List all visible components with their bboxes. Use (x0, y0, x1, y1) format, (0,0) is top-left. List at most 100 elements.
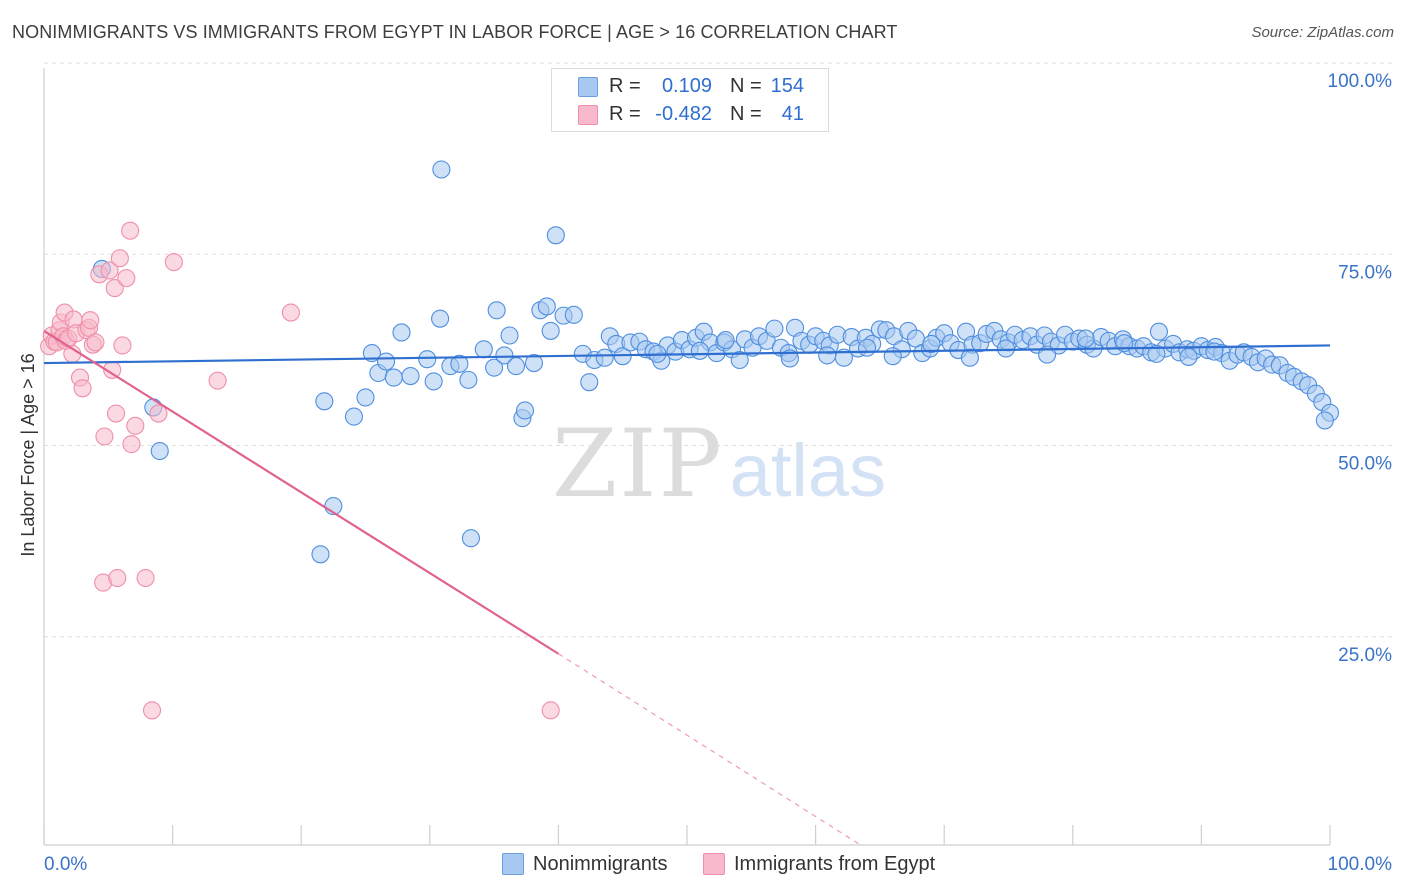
nonimmigrant-point (730, 350, 749, 370)
nonimmigrant-point (356, 388, 375, 407)
nonimmigrant-point (595, 348, 614, 367)
immigrant-egypt-point (208, 371, 227, 390)
stats-n-value: 154 (770, 75, 804, 97)
immigrant-egypt-point (122, 435, 141, 454)
nonimmigrants-trend-line (43, 344, 1331, 365)
stats-row-immigrants-egypt: R = -0.482 N = 41 (552, 100, 828, 128)
immigrant-egypt-point (142, 701, 162, 720)
nonimmigrant-point (780, 349, 799, 368)
nonimmigrant-point (580, 373, 599, 392)
nonimmigrant-point (344, 407, 363, 426)
y-tick-label: 75.0% (1338, 262, 1392, 283)
immigrant-egypt-point (110, 249, 129, 268)
nonimmigrant-point (500, 326, 519, 345)
axis-labels: 25.0% 50.0% 75.0% 100.0% 0.0% 100.0% In Labor … (18, 71, 1392, 875)
nonimmigrant-point (716, 331, 735, 350)
nonimmigrant-point (459, 370, 478, 389)
stats-r-value: 0.109 (661, 75, 712, 97)
immigrant-egypt-point (106, 404, 126, 423)
nonimmigrant-point (524, 353, 544, 373)
y-tick-label: 50.0% (1338, 454, 1392, 475)
nonimmigrant-point (857, 338, 877, 357)
nonimmigrant-point (546, 226, 565, 245)
nonimmigrant-point (765, 319, 784, 338)
nonimmigrant-point (1315, 411, 1334, 430)
nonimmigrant-point (384, 368, 403, 387)
stats-r-label: R = (609, 103, 641, 125)
nonimmigrant-point (883, 347, 902, 366)
nonimmigrant-point (1179, 347, 1198, 366)
stats-swatch-nonimmigrants (578, 77, 598, 97)
immigrant-egypt-point (95, 427, 114, 446)
nonimmigrant-point (461, 529, 481, 548)
nonimmigrant-point (315, 392, 334, 411)
chart-title: NONIMMIGRANTS VS IMMIGRANTS FROM EGYPT I… (12, 22, 898, 42)
nonimmigrant-point (495, 346, 514, 365)
nonimmigrant-point (311, 545, 330, 564)
nonimmigrant-point (474, 340, 493, 359)
axes (43, 68, 1331, 846)
y-tick-label: 25.0% (1338, 645, 1392, 666)
legend-swatch-immigrants-egypt (703, 853, 725, 875)
immigrant-egypt-point (100, 261, 119, 280)
stats-n-label: N = (730, 75, 762, 97)
y-axis-label: In Labor Force | Age > 16 (18, 353, 38, 556)
immigrant-egypt-point (136, 568, 155, 588)
immigrant-egypt-point (541, 701, 560, 720)
stats-r-label: R = (609, 75, 641, 97)
immigrant-egypt-point (149, 404, 168, 423)
watermark: ZIPatlas (552, 410, 886, 519)
immigrants-egypt-trend-extension (558, 653, 861, 846)
nonimmigrant-point (1076, 329, 1095, 348)
immigrant-egypt-point (126, 416, 145, 435)
legend-swatch-nonimmigrants (502, 853, 524, 875)
immigrant-egypt-point (108, 568, 127, 588)
immigrant-egypt-point (113, 336, 132, 355)
nonimmigrant-point (362, 344, 381, 363)
x-tick-label: 0.0% (44, 854, 87, 875)
legend-label-immigrants-egypt: Immigrants from Egypt (734, 853, 936, 875)
nonimmigrant-point (515, 401, 535, 420)
stats-n-label: N = (730, 103, 762, 125)
immigrant-egypt-point (117, 269, 136, 288)
nonimmigrant-point (1205, 342, 1224, 361)
nonimmigrant-point (401, 367, 420, 386)
immigrant-egypt-point (73, 379, 92, 398)
nonimmigrant-point (541, 321, 560, 340)
legend: Nonimmigrants Immigrants from Egypt (0, 850, 1406, 878)
chart-source: Source: ZipAtlas.com (1251, 24, 1394, 41)
stats-box: R = 0.109 N = 154 R = -0.482 N = 41 (551, 68, 829, 132)
nonimmigrant-point (506, 357, 526, 376)
nonimmigrant-point (1147, 344, 1166, 363)
legend-label-nonimmigrants: Nonimmigrants (533, 853, 668, 875)
nonimmigrant-point (1149, 322, 1169, 341)
y-tick-label: 100.0% (1328, 71, 1393, 92)
grid (44, 62, 1392, 638)
nonimmigrant-point (392, 323, 411, 342)
nonimmigrant-point (960, 348, 979, 367)
stats-swatch-immigrants-egypt (578, 105, 598, 125)
immigrant-egypt-point (164, 253, 183, 272)
watermark-zip: ZIP (552, 410, 724, 519)
nonimmigrant-point (537, 297, 556, 316)
immigrant-egypt-point (105, 279, 124, 298)
nonimmigrant-point (996, 339, 1015, 358)
nonimmigrants-points (92, 160, 1340, 564)
nonimmigrant-point (150, 441, 169, 461)
nonimmigrant-point (818, 346, 837, 365)
nonimmigrant-point (432, 160, 451, 179)
trend-lines (43, 329, 1331, 846)
stats-r-value: -0.482 (655, 103, 712, 125)
nonimmigrant-point (418, 350, 437, 369)
nonimmigrant-point (377, 352, 396, 371)
immigrants-egypt-points (40, 221, 560, 720)
nonimmigrant-point (431, 309, 450, 328)
nonimmigrant-point (424, 372, 443, 391)
x-tick-label: 100.0% (1328, 854, 1393, 875)
nonimmigrant-point (564, 305, 583, 324)
watermark-atlas: atlas (729, 429, 887, 512)
nonimmigrant-point (690, 341, 709, 360)
nonimmigrant-point (485, 358, 504, 377)
nonimmigrant-point (487, 301, 506, 320)
